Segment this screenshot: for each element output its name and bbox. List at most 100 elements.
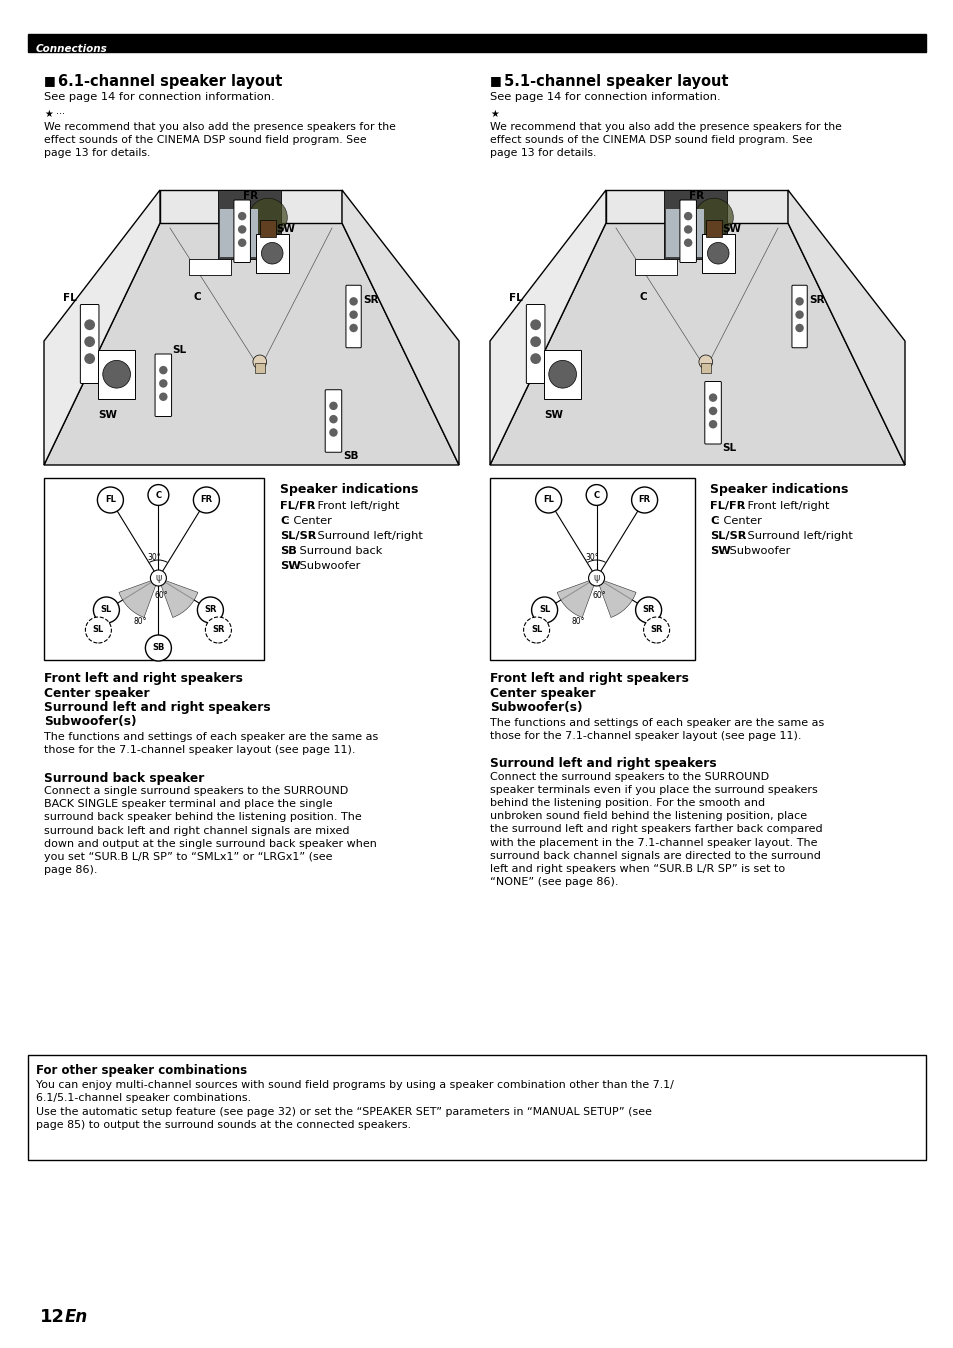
FancyBboxPatch shape [526, 305, 544, 383]
Text: SL/SR: SL/SR [280, 531, 316, 541]
Text: SL: SL [172, 345, 187, 355]
Text: See page 14 for connection information.: See page 14 for connection information. [490, 92, 720, 102]
Text: FL: FL [542, 496, 554, 504]
Bar [28, 34, 925, 53]
Text: : Subwoofer: : Subwoofer [292, 561, 360, 572]
Circle shape [349, 297, 357, 306]
Text: See page 14 for connection information.: See page 14 for connection information. [44, 92, 274, 102]
FancyBboxPatch shape [679, 200, 696, 263]
Text: We recommend that you also add the presence speakers for the
effect sounds of th: We recommend that you also add the prese… [490, 123, 841, 158]
Circle shape [548, 360, 576, 388]
Text: 80°: 80° [571, 617, 585, 627]
Bar [28, 1055, 925, 1161]
Text: Surround left and right speakers: Surround left and right speakers [44, 701, 271, 714]
Circle shape [588, 570, 604, 586]
Circle shape [795, 324, 803, 332]
Bar [98, 349, 135, 399]
Bar [705, 220, 721, 237]
Circle shape [261, 243, 283, 264]
Text: SW: SW [276, 224, 295, 235]
Circle shape [84, 353, 95, 364]
Circle shape [643, 617, 669, 643]
Text: : Surround left/right: : Surround left/right [740, 531, 852, 541]
Text: SL: SL [101, 605, 112, 615]
Wedge shape [596, 578, 636, 617]
Circle shape [535, 487, 561, 514]
Circle shape [145, 635, 172, 661]
Text: 60°: 60° [592, 590, 606, 600]
Bar [259, 220, 276, 237]
Polygon shape [341, 190, 458, 465]
Circle shape [103, 360, 131, 388]
Text: Speaker indications: Speaker indications [280, 483, 418, 496]
Circle shape [530, 336, 540, 346]
Text: SW: SW [721, 224, 740, 235]
Circle shape [84, 319, 95, 330]
Circle shape [708, 394, 717, 402]
Polygon shape [44, 222, 458, 465]
Circle shape [329, 429, 337, 437]
Text: ★: ★ [490, 109, 498, 119]
Text: FL: FL [509, 293, 522, 303]
Text: 30°: 30° [585, 554, 598, 562]
Circle shape [708, 421, 717, 429]
Circle shape [707, 243, 728, 264]
Text: SB: SB [152, 643, 165, 652]
Text: FR: FR [688, 191, 703, 201]
Text: SR: SR [363, 295, 378, 305]
Text: Subwoofer(s): Subwoofer(s) [490, 701, 582, 714]
Circle shape [530, 319, 540, 330]
Bar [665, 209, 703, 256]
Circle shape [635, 597, 661, 623]
Bar [663, 190, 726, 259]
Circle shape [795, 297, 803, 306]
Text: SW: SW [709, 546, 730, 555]
Circle shape [699, 355, 712, 369]
Text: SL: SL [92, 625, 104, 635]
Text: Center speaker: Center speaker [44, 686, 150, 700]
Bar [189, 259, 231, 275]
Circle shape [159, 392, 168, 400]
Circle shape [237, 239, 246, 247]
Bar [635, 259, 676, 275]
Bar [700, 235, 734, 272]
Circle shape [159, 379, 168, 388]
Text: SB: SB [280, 546, 296, 555]
Circle shape [329, 415, 337, 423]
Text: FL/FR: FL/FR [280, 501, 315, 511]
Text: FL: FL [105, 496, 115, 504]
Circle shape [93, 597, 119, 623]
Circle shape [795, 310, 803, 319]
Polygon shape [605, 190, 787, 222]
Bar [44, 479, 264, 661]
Text: SL: SL [538, 605, 550, 615]
Circle shape [193, 487, 219, 514]
Text: FR: FR [243, 191, 258, 201]
Text: SL: SL [721, 443, 736, 453]
Text: You can enjoy multi-channel sources with sound field programs by using a speaker: You can enjoy multi-channel sources with… [36, 1080, 673, 1130]
Polygon shape [44, 190, 160, 465]
Circle shape [708, 407, 717, 415]
Text: ■: ■ [44, 74, 55, 88]
Bar [255, 235, 289, 272]
Text: 30°: 30° [148, 554, 161, 562]
Text: The functions and settings of each speaker are the same as
those for the 7.1-cha: The functions and settings of each speak… [490, 717, 823, 740]
Text: C: C [280, 516, 288, 526]
Text: C: C [709, 516, 718, 526]
Circle shape [349, 324, 357, 332]
Text: SR: SR [641, 605, 654, 615]
Text: We recommend that you also add the presence speakers for the
effect sounds of th: We recommend that you also add the prese… [44, 123, 395, 158]
FancyBboxPatch shape [325, 390, 341, 452]
Text: Connect a single surround speakers to the SURROUND
BACK SINGLE speaker terminal : Connect a single surround speakers to th… [44, 786, 376, 875]
Text: En: En [65, 1308, 89, 1326]
Text: Front left and right speakers: Front left and right speakers [44, 673, 243, 685]
Text: SW: SW [280, 561, 300, 572]
FancyBboxPatch shape [346, 286, 361, 348]
Text: Surround back speaker: Surround back speaker [44, 772, 204, 785]
Circle shape [249, 198, 287, 237]
Text: 60°: 60° [154, 590, 168, 600]
Text: SW: SW [543, 410, 562, 421]
Circle shape [329, 402, 337, 410]
Wedge shape [158, 578, 197, 617]
Circle shape [205, 617, 232, 643]
